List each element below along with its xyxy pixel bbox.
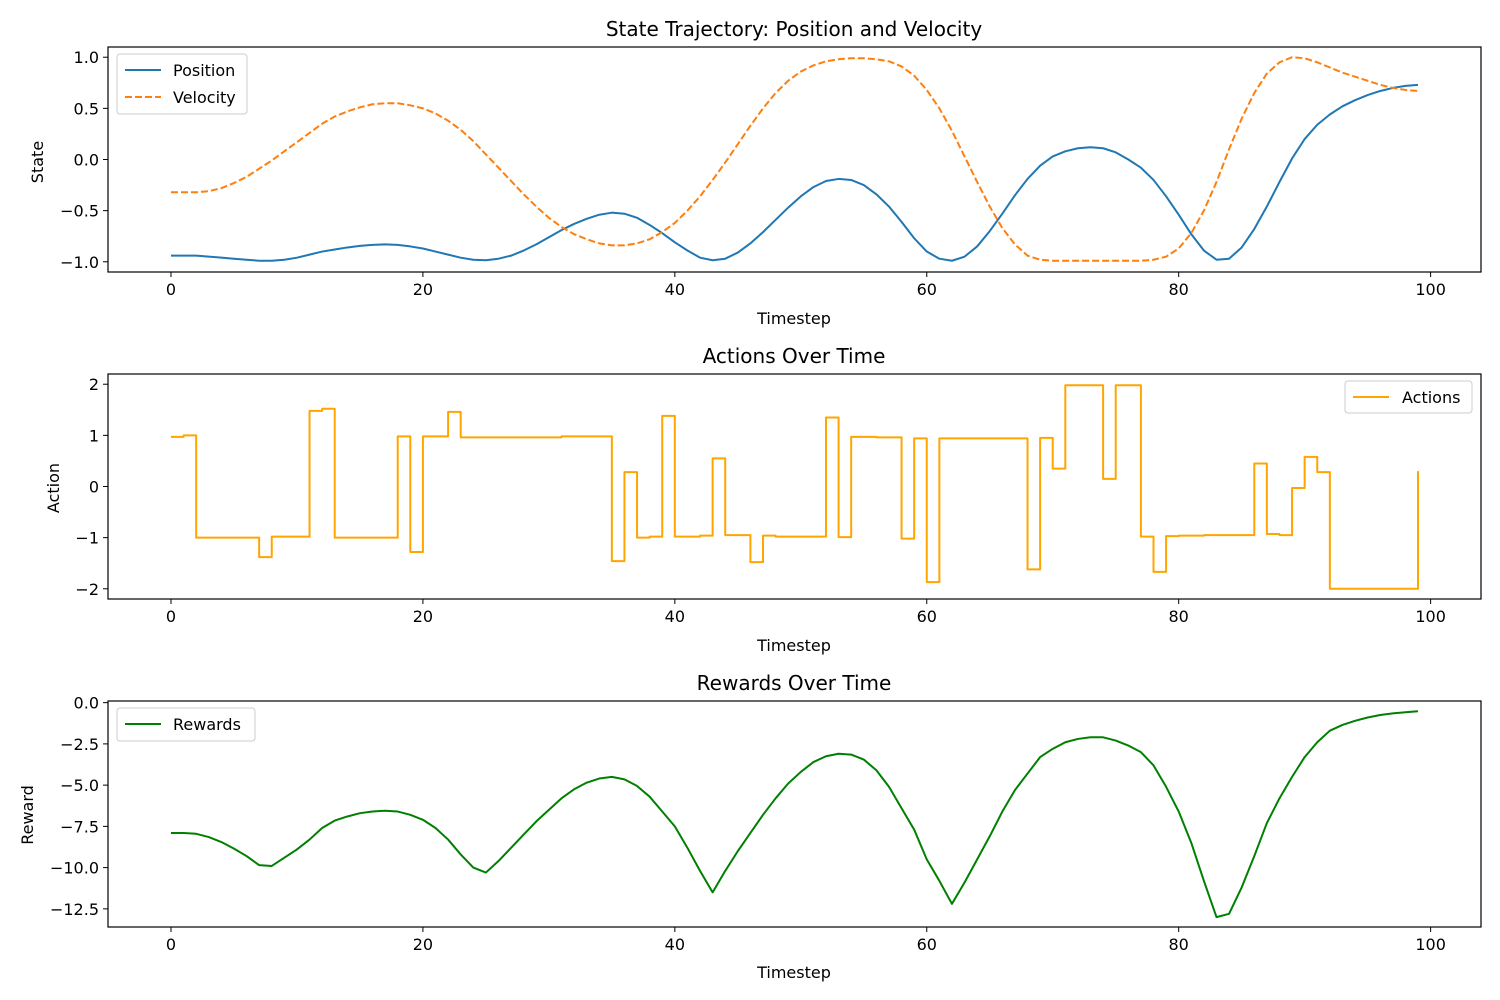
series-line-velocity: [170, 56, 1419, 262]
actions-y-tick-label: −2: [75, 580, 99, 599]
state-legend: Position Velocity: [116, 53, 248, 115]
actions-legend: Actions: [1344, 380, 1473, 414]
legend-label-actions: Actions: [1402, 388, 1460, 407]
rewards-x-tick-label: 20: [413, 935, 433, 954]
actions-x-tick-label: 20: [413, 607, 433, 626]
actions-x-axis-label: Timestep: [756, 636, 831, 655]
actions-ticks-layer: 0 20 40 60 80 100 −2 −1 0 1 2: [75, 375, 1445, 626]
rewards-x-tick-label: 40: [665, 935, 685, 954]
rewards-y-tick-label: −7.5: [60, 817, 99, 836]
series-line-rewards: [170, 710, 1419, 919]
actions-x-tick-label: 0: [166, 607, 176, 626]
state-y-tick-label: 1.0: [74, 48, 99, 67]
state-x-tick-label: 80: [1169, 280, 1189, 299]
rewards-y-axis-label: Reward: [18, 785, 37, 845]
rewards-series-layer: [170, 710, 1419, 919]
actions-chart-title: Actions Over Time: [703, 344, 886, 368]
subplot-state: State Trajectory: Position and Velocity …: [28, 17, 1482, 328]
rewards-y-tick-label: 0.0: [74, 694, 99, 713]
actions-x-tick-label: 40: [665, 607, 685, 626]
rewards-plot-frame: [107, 700, 1482, 928]
legend-label-position: Position: [173, 61, 235, 80]
state-y-axis-label: State: [28, 141, 47, 183]
actions-x-tick-label: 100: [1415, 607, 1446, 626]
state-ticks-layer: 0 20 40 60 80 100 −1.0 −0.5 0.0 0.5 1.0: [60, 48, 1446, 299]
rewards-y-tick-label: −10.0: [50, 859, 99, 878]
rewards-x-tick-label: 100: [1415, 935, 1446, 954]
rewards-legend: Rewards: [116, 707, 256, 742]
state-y-tick-label: −1.0: [60, 253, 99, 272]
state-series-layer: [170, 56, 1419, 262]
subplot-actions: Actions Over Time 0 20 40 60 80 100 −2 −1 0 1 2 Ti…: [44, 344, 1482, 655]
actions-legend-box: [1344, 380, 1473, 414]
rewards-x-axis-label: Timestep: [756, 963, 831, 982]
series-line-actions: [170, 384, 1420, 590]
rewards-x-tick-label: 80: [1169, 935, 1189, 954]
state-y-tick-label: 0.0: [74, 151, 99, 170]
rewards-y-tick-label: −12.5: [50, 900, 99, 919]
actions-y-tick-label: 0: [89, 478, 99, 497]
rewards-x-tick-label: 0: [166, 935, 176, 954]
state-x-tick-label: 0: [166, 280, 176, 299]
state-x-tick-label: 20: [413, 280, 433, 299]
actions-series-layer: [170, 384, 1420, 590]
rewards-y-tick-label: −2.5: [60, 735, 99, 754]
state-y-tick-label: 0.5: [74, 99, 99, 118]
rewards-y-tick-label: −5.0: [60, 776, 99, 795]
actions-x-tick-label: 80: [1169, 607, 1189, 626]
rewards-legend-box: [116, 707, 256, 742]
legend-label-rewards: Rewards: [173, 715, 241, 734]
actions-x-tick-label: 60: [917, 607, 937, 626]
subplot-rewards: Rewards Over Time 0 20 40 60 80 100 −12.5 −10.0…: [18, 671, 1482, 982]
actions-y-tick-label: 1: [89, 426, 99, 445]
state-x-axis-label: Timestep: [756, 309, 831, 328]
actions-y-tick-label: 2: [89, 375, 99, 394]
state-y-tick-label: −0.5: [60, 202, 99, 221]
rewards-x-tick-label: 60: [917, 935, 937, 954]
state-x-tick-label: 60: [917, 280, 937, 299]
actions-y-axis-label: Action: [44, 463, 63, 513]
rewards-ticks-layer: 0 20 40 60 80 100 −12.5 −10.0 −7.5 −5.0 −2.5 0.0: [50, 694, 1446, 954]
state-chart-title: State Trajectory: Position and Velocity: [606, 17, 983, 41]
rewards-chart-title: Rewards Over Time: [697, 671, 892, 695]
state-x-tick-label: 100: [1415, 280, 1446, 299]
legend-label-velocity: Velocity: [173, 88, 236, 107]
series-line-position: [170, 83, 1419, 262]
state-x-tick-label: 40: [665, 280, 685, 299]
actions-y-tick-label: −1: [75, 529, 99, 548]
